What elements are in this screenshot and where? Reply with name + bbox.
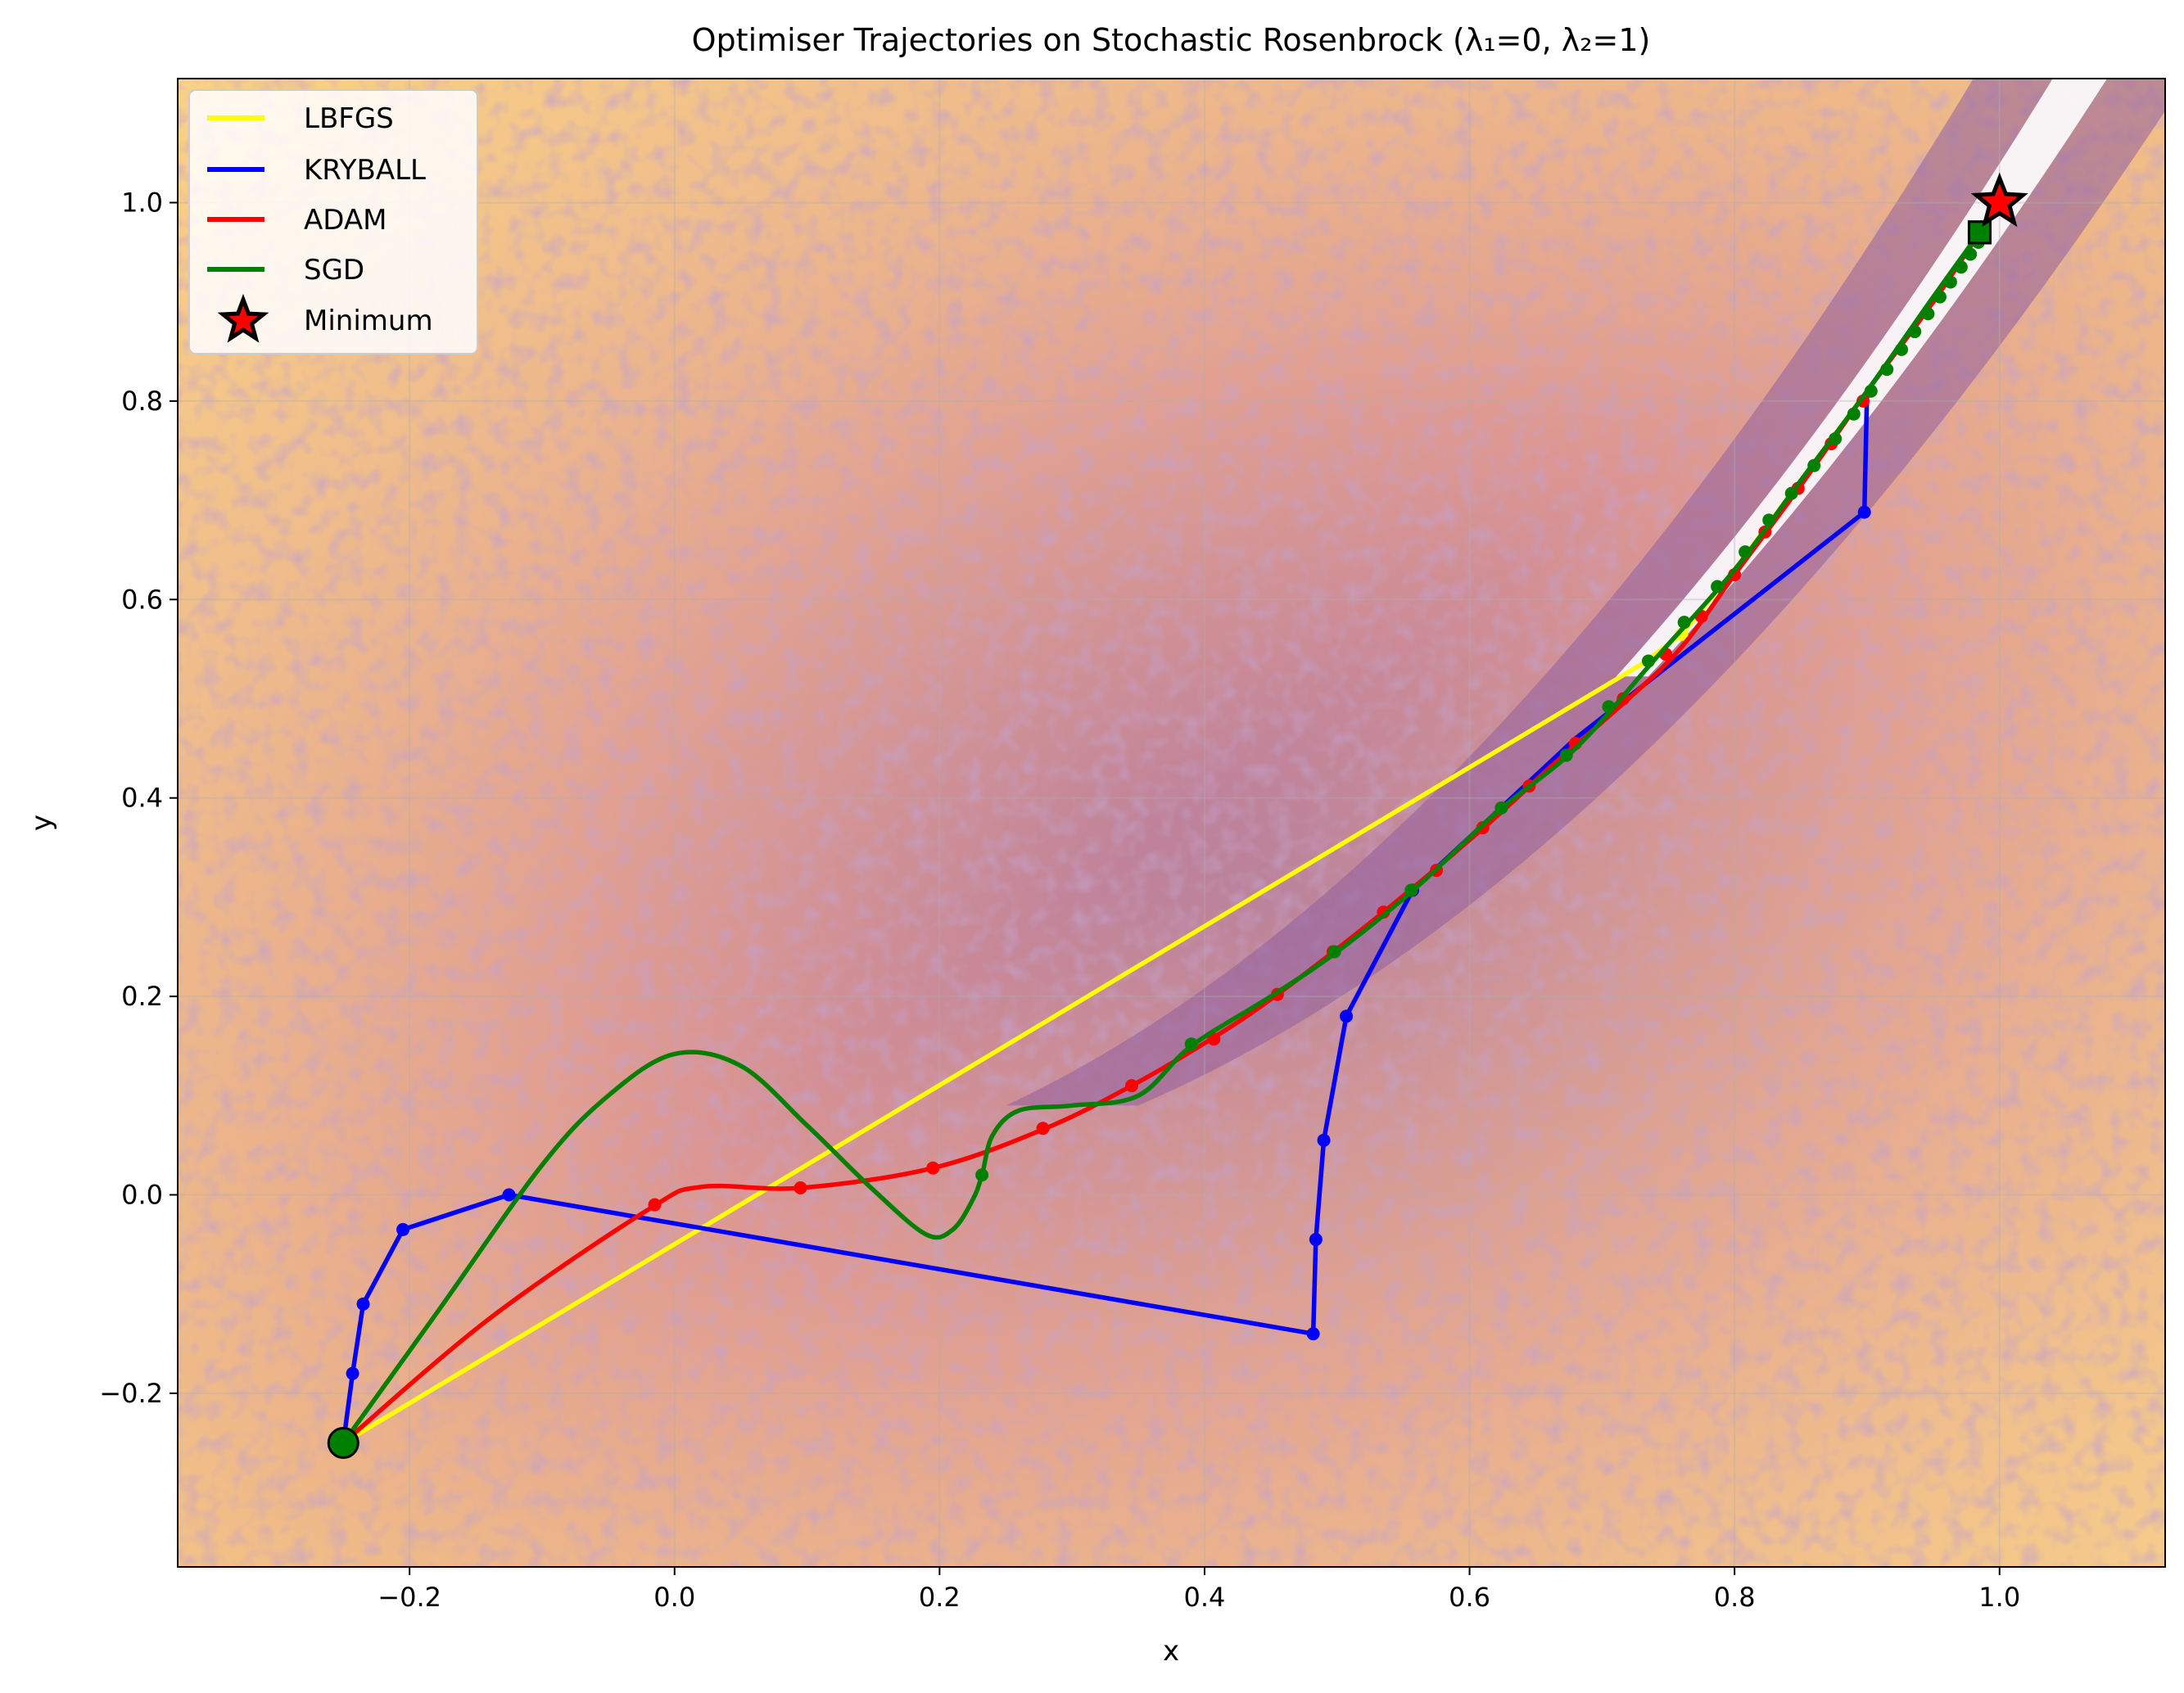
rosenbrock-valley: [1006, 79, 2165, 1106]
sgd-point: [1602, 700, 1616, 714]
y-tick-label: −0.2: [99, 1378, 163, 1409]
legend-box: [188, 89, 478, 354]
y-tick-label: 0.0: [121, 1180, 163, 1211]
kryball-point: [346, 1366, 359, 1380]
minimum-star-marker: [1970, 172, 2028, 228]
sgd-point: [1739, 545, 1752, 559]
series-group: [327, 172, 2028, 1459]
sgd-point: [1677, 616, 1691, 630]
legend-label-kryball: KRYBALL: [304, 154, 426, 187]
y-axis-label: y: [25, 815, 58, 831]
plot-frame: [177, 78, 2166, 1568]
plot-area: [178, 79, 2165, 1567]
kryball-point: [502, 1188, 516, 1202]
sgd-point: [1829, 431, 1843, 445]
sgd-point: [1807, 458, 1821, 472]
adam-point: [648, 1198, 662, 1212]
y-tick-label: 0.4: [121, 783, 163, 814]
sgd-point: [1954, 260, 1968, 274]
legend-swatch-minimum-star: [217, 293, 269, 343]
legend-label-minimum: Minimum: [304, 305, 433, 337]
sgd-point: [1895, 342, 1909, 356]
kryball-point: [1306, 1327, 1320, 1341]
sgd-point: [1711, 580, 1725, 594]
legend-label-lbfgs: LBFGS: [304, 102, 394, 135]
x-tick-label: 0.6: [1449, 1582, 1490, 1613]
sgd-point: [1933, 290, 1947, 304]
adam-point: [926, 1161, 940, 1175]
adam-point: [1207, 1032, 1221, 1046]
sgd-point: [975, 1168, 989, 1182]
sgd-point: [1404, 883, 1418, 897]
y-tick-label: 0.8: [121, 386, 163, 417]
kryball-point: [1317, 1133, 1331, 1147]
sgd-end-marker: [1967, 220, 1992, 245]
kryball-point: [1309, 1233, 1323, 1247]
adam-point: [1036, 1122, 1050, 1135]
axis-ticks: −0.2 0.0 0.2 0.4 0.6 0.8 1.0 −0.2 0.0 0.2 0.4 0.6 0.…: [99, 187, 2020, 1614]
sgd-point: [1784, 486, 1798, 500]
sgd-point: [1943, 275, 1957, 289]
sgd-point: [1964, 247, 1978, 261]
kryball-point: [356, 1297, 370, 1311]
x-tick-label: 0.2: [919, 1582, 961, 1613]
kryball-point: [1857, 505, 1871, 519]
sgd-point: [1184, 1037, 1198, 1051]
legend: LBFGS KRYBALL ADAM SGD Minimum: [188, 89, 478, 354]
sgd-point: [1494, 801, 1508, 815]
x-tick-label: 0.8: [1714, 1582, 1756, 1613]
x-tick-label: −0.2: [378, 1582, 441, 1613]
sgd-point: [1880, 363, 1894, 377]
sgd-point: [1641, 654, 1655, 668]
sgd-point: [1921, 307, 1935, 321]
adam-point: [794, 1181, 807, 1195]
sgd-point: [1864, 384, 1878, 398]
x-tick-label: 0.4: [1184, 1582, 1226, 1613]
x-tick-label: 1.0: [1978, 1582, 2020, 1613]
x-tick-label: 0.0: [653, 1582, 695, 1613]
y-tick-label: 1.0: [121, 187, 163, 219]
legend-label-sgd: SGD: [304, 254, 364, 287]
y-tick-label: 0.2: [121, 981, 163, 1012]
sgd-point: [1847, 407, 1861, 421]
legend-label-adam: ADAM: [304, 204, 387, 237]
y-tick-label: 0.6: [121, 584, 163, 615]
chart-title: Optimiser Trajectories on Stochastic Ros…: [692, 22, 1651, 58]
adam-point: [1124, 1079, 1138, 1093]
sgd-point: [1327, 945, 1341, 959]
sgd-point: [1908, 325, 1922, 339]
kryball-point: [1340, 1009, 1354, 1023]
start-point-marker: [327, 1427, 359, 1459]
sgd-point: [1762, 513, 1776, 527]
sgd-point: [1559, 748, 1573, 762]
kryball-point: [396, 1222, 410, 1236]
x-axis-label: x: [1163, 1635, 1179, 1668]
